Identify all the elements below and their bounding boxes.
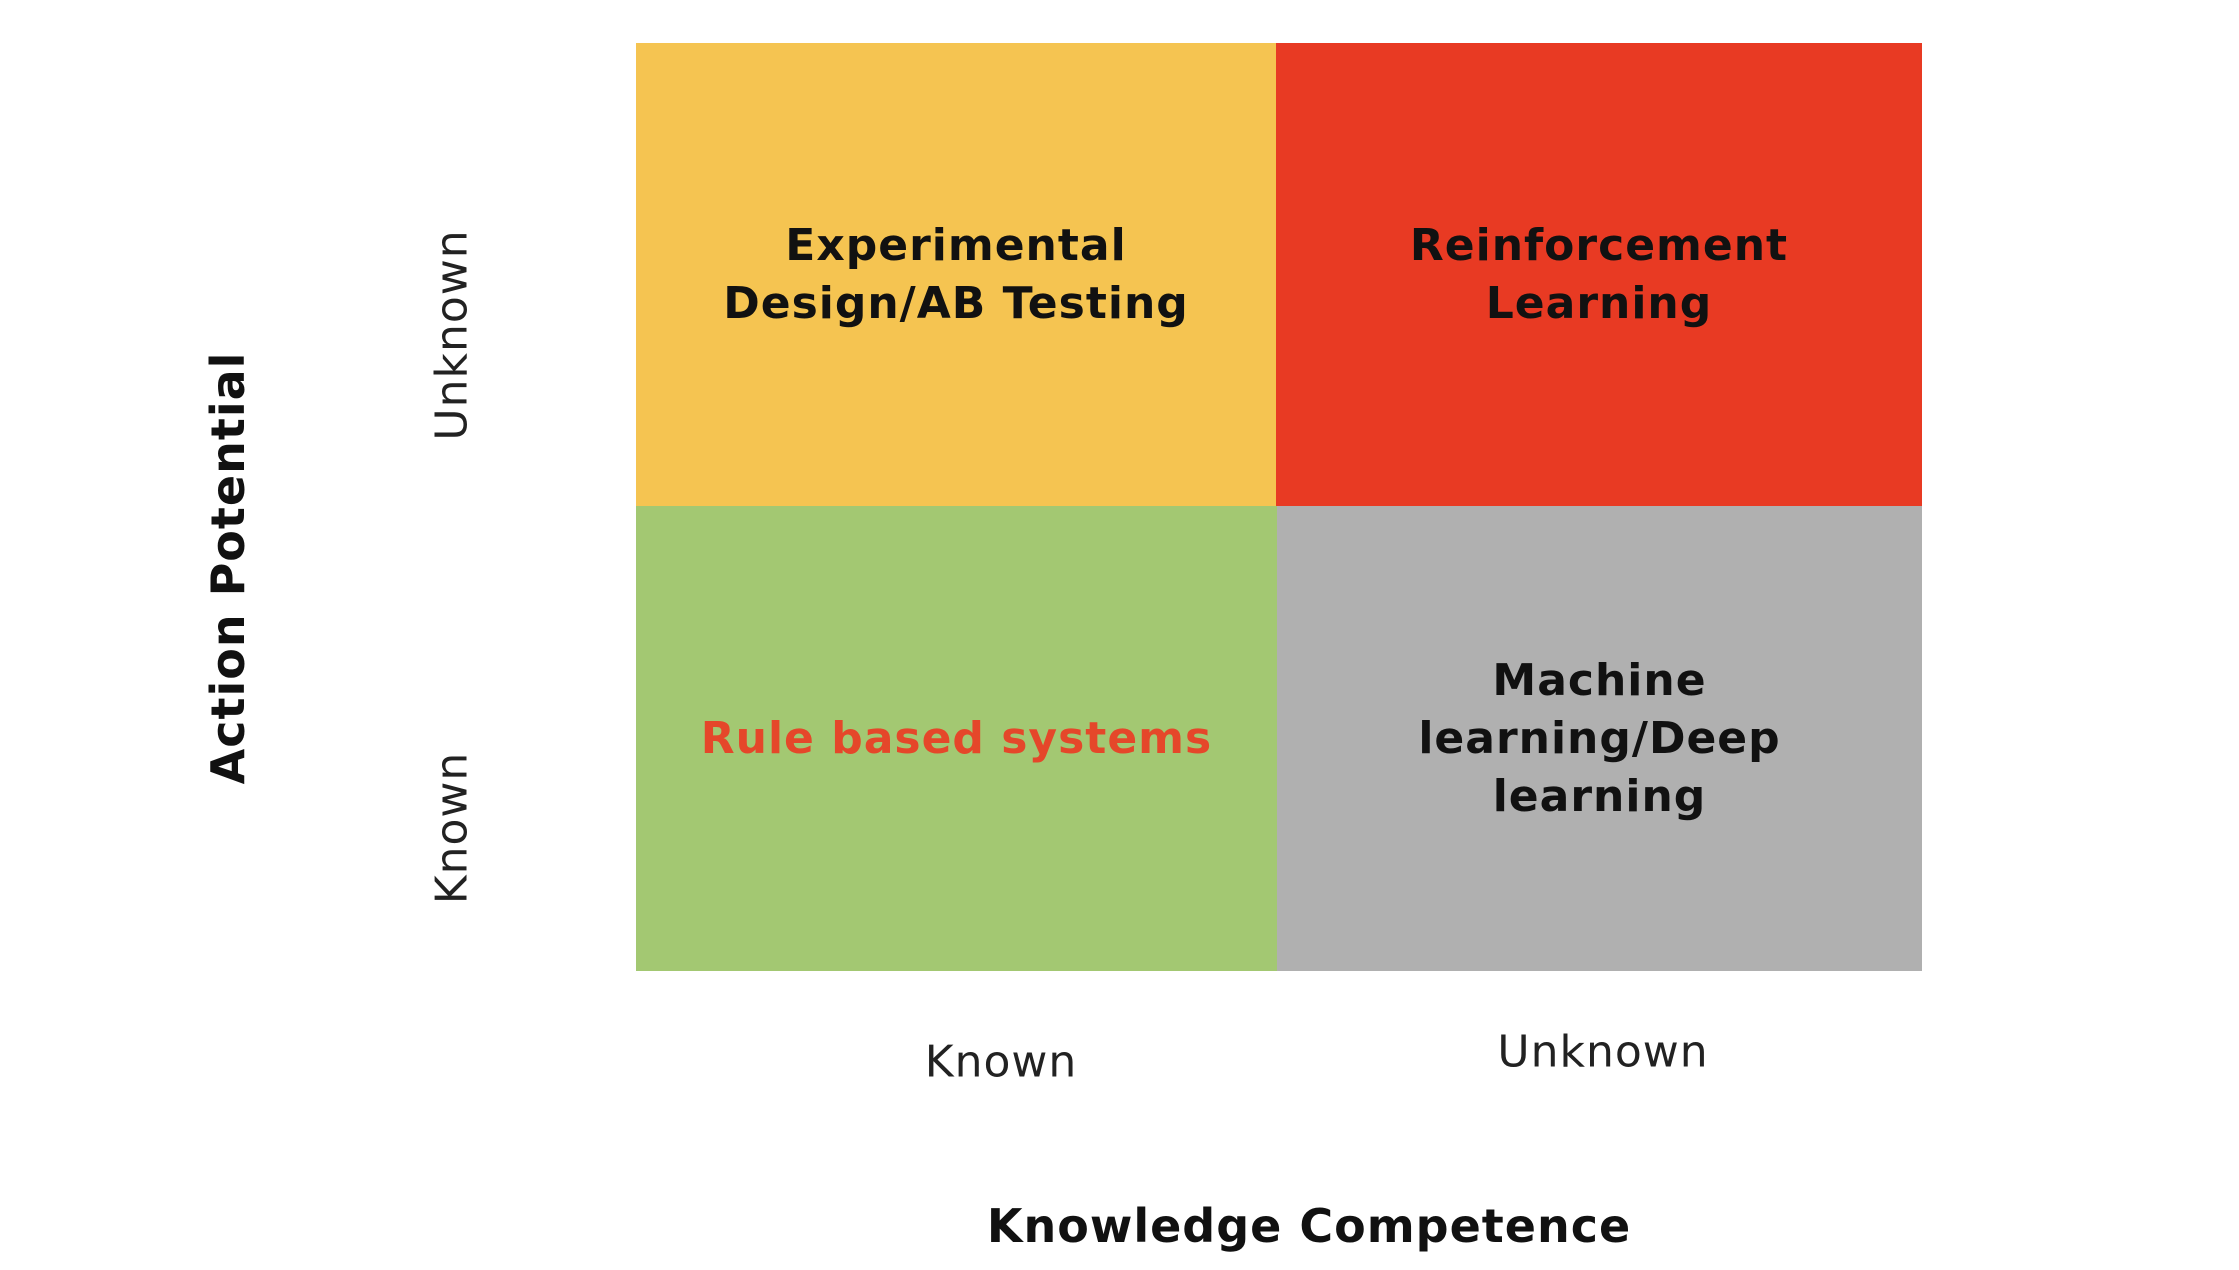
quadrant-label-experimental-design: Experimental Design/AB Testing [723,219,1189,329]
y-axis-tick-known: Known [426,751,478,905]
quadrant-label-reinforcement-learning: Reinforcement Learning [1409,219,1789,329]
x-axis-tick-unknown: Unknown [1497,1026,1709,1078]
quadrant-reinforcement-learning: Reinforcement Learning [1276,43,1922,506]
quadrant-label-machine-learning: Machine learning/Deep learning [1418,654,1781,822]
quadrant-machine-learning: Machine learning/Deep learning [1277,506,1922,971]
quadrant-rule-based-systems: Rule based systems [636,506,1277,971]
quadrant-label-rule-based-systems: Rule based systems [700,712,1213,764]
quadrant-experimental-design: Experimental Design/AB Testing [636,43,1276,506]
x-axis-tick-known: Known [924,1036,1078,1088]
y-axis-tick-unknown: Unknown [426,229,478,441]
y-axis-title: Action Potential [201,351,255,785]
x-axis-title: Knowledge Competence [986,1199,1632,1253]
